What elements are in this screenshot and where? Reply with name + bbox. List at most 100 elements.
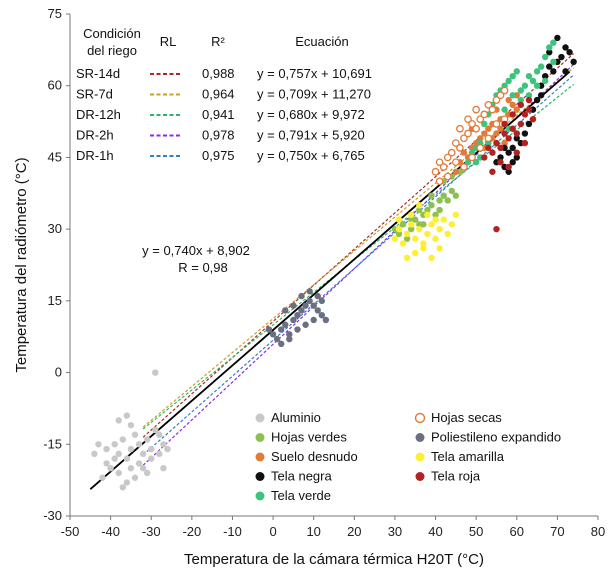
point-tela-verde (501, 106, 508, 113)
point-hojas-secas (472, 124, 481, 133)
point-aluminio (131, 474, 139, 481)
point-suelo-desnudo (485, 125, 492, 132)
point-tela-verde (464, 159, 472, 166)
point-hojas-secas (492, 96, 501, 104)
point-hojas-verdes (436, 206, 443, 214)
table-header-rl: RL (160, 34, 177, 49)
scatter-points (91, 34, 577, 491)
point-hojas-secas (460, 163, 468, 171)
point-hojas-secas (460, 134, 468, 143)
point-tela-roja (517, 120, 525, 128)
point-aluminio (95, 441, 102, 448)
point-aluminio (115, 450, 122, 458)
legend-marker (255, 452, 265, 462)
legend-marker (255, 433, 265, 442)
point-aluminio (156, 450, 163, 458)
point-tela-verde (550, 39, 557, 46)
overall-r: R = 0,98 (178, 260, 228, 275)
point-suelo-desnudo (460, 149, 468, 156)
point-tela-negra (542, 72, 549, 80)
point-tela-roja (497, 159, 504, 166)
point-tela-roja (485, 144, 492, 152)
point-hojas-verdes (444, 197, 451, 204)
point-suelo-desnudo (481, 130, 488, 137)
point-tela-verde (525, 72, 533, 80)
point-aluminio (107, 464, 114, 472)
point-poliestileno-expandido (306, 297, 313, 305)
point-tela-negra (509, 144, 516, 152)
point-poliestileno-expandido (302, 321, 309, 328)
y-tick-label: 0 (55, 365, 62, 380)
point-hojas-secas (443, 172, 452, 181)
table-equation: y = 0,791x + 5,920 (257, 128, 365, 143)
point-aluminio (119, 436, 127, 443)
point-poliestileno-expandido (310, 316, 317, 324)
point-tela-verde (509, 72, 516, 80)
y-tick-label: 75 (48, 6, 62, 21)
point-hojas-verdes (420, 221, 427, 228)
point-hojas-verdes (440, 192, 447, 199)
table-r2: 0,964 (202, 87, 235, 102)
point-hojas-verdes (395, 230, 403, 238)
legend-label: Hojas verdes (271, 430, 347, 445)
point-tela-roja (509, 111, 516, 118)
point-hojas-secas (431, 167, 440, 176)
point-poliestileno-expandido (282, 307, 289, 314)
point-hojas-secas (484, 134, 493, 143)
table-equation: y = 0,680x + 9,972 (257, 107, 365, 122)
legend-marker (255, 491, 265, 501)
point-poliestileno-expandido (314, 307, 321, 314)
point-tela-negra (570, 58, 577, 66)
point-aluminio (115, 417, 122, 424)
legend-marker (415, 472, 425, 481)
point-tela-negra (554, 34, 561, 42)
point-tela-amarilla (444, 230, 451, 238)
x-tick-label: 20 (347, 524, 361, 539)
point-tela-amarilla (448, 221, 455, 228)
legend-marker (415, 433, 425, 442)
point-aluminio (143, 436, 151, 443)
point-hojas-verdes (428, 192, 435, 199)
point-hojas-secas (456, 144, 464, 152)
point-aluminio (160, 441, 167, 448)
table-condition: SR-14d (76, 66, 120, 81)
point-suelo-desnudo (497, 125, 504, 132)
point-hojas-secas (447, 148, 456, 157)
point-hojas-secas (476, 115, 485, 124)
point-tela-roja (525, 96, 533, 104)
point-tela-roja (517, 101, 525, 109)
point-tela-negra (562, 68, 569, 75)
point-aluminio (148, 455, 155, 462)
point-tela-negra (513, 135, 520, 142)
point-tela-amarilla (420, 245, 427, 252)
point-poliestileno-expandido (298, 292, 305, 300)
point-tela-amarilla (428, 221, 435, 228)
point-hojas-secas (476, 144, 485, 152)
point-poliestileno-expandido (282, 321, 289, 328)
point-tela-amarilla (452, 211, 460, 218)
point-tela-amarilla (403, 230, 411, 238)
table-header-r2: R² (211, 34, 225, 49)
point-tela-amarilla (424, 230, 431, 238)
point-poliestileno-expandido (265, 326, 273, 333)
fit-line-dr-1h (142, 74, 575, 456)
point-tela-amarilla (416, 202, 423, 209)
x-axis-title: Temperatura de la cámara térmica H20T (°… (184, 551, 484, 568)
point-tela-roja (525, 106, 533, 113)
legend-marker (414, 412, 426, 424)
point-suelo-desnudo (501, 139, 508, 147)
point-tela-negra (497, 154, 504, 161)
point-hojas-secas (443, 153, 452, 162)
x-tick-label: -30 (142, 524, 161, 539)
point-tela-amarilla (432, 235, 439, 242)
legend-marker (255, 472, 265, 481)
point-poliestileno-expandido (298, 307, 305, 314)
table-condition: DR-12h (76, 107, 121, 122)
point-tela-negra (558, 53, 565, 61)
point-tela-roja (509, 125, 516, 132)
table-header-equation: Ecuación (295, 34, 348, 49)
point-tela-amarilla (399, 240, 407, 247)
point-poliestileno-expandido (306, 288, 313, 295)
point-tela-roja (505, 163, 512, 171)
point-tela-negra (546, 63, 553, 70)
